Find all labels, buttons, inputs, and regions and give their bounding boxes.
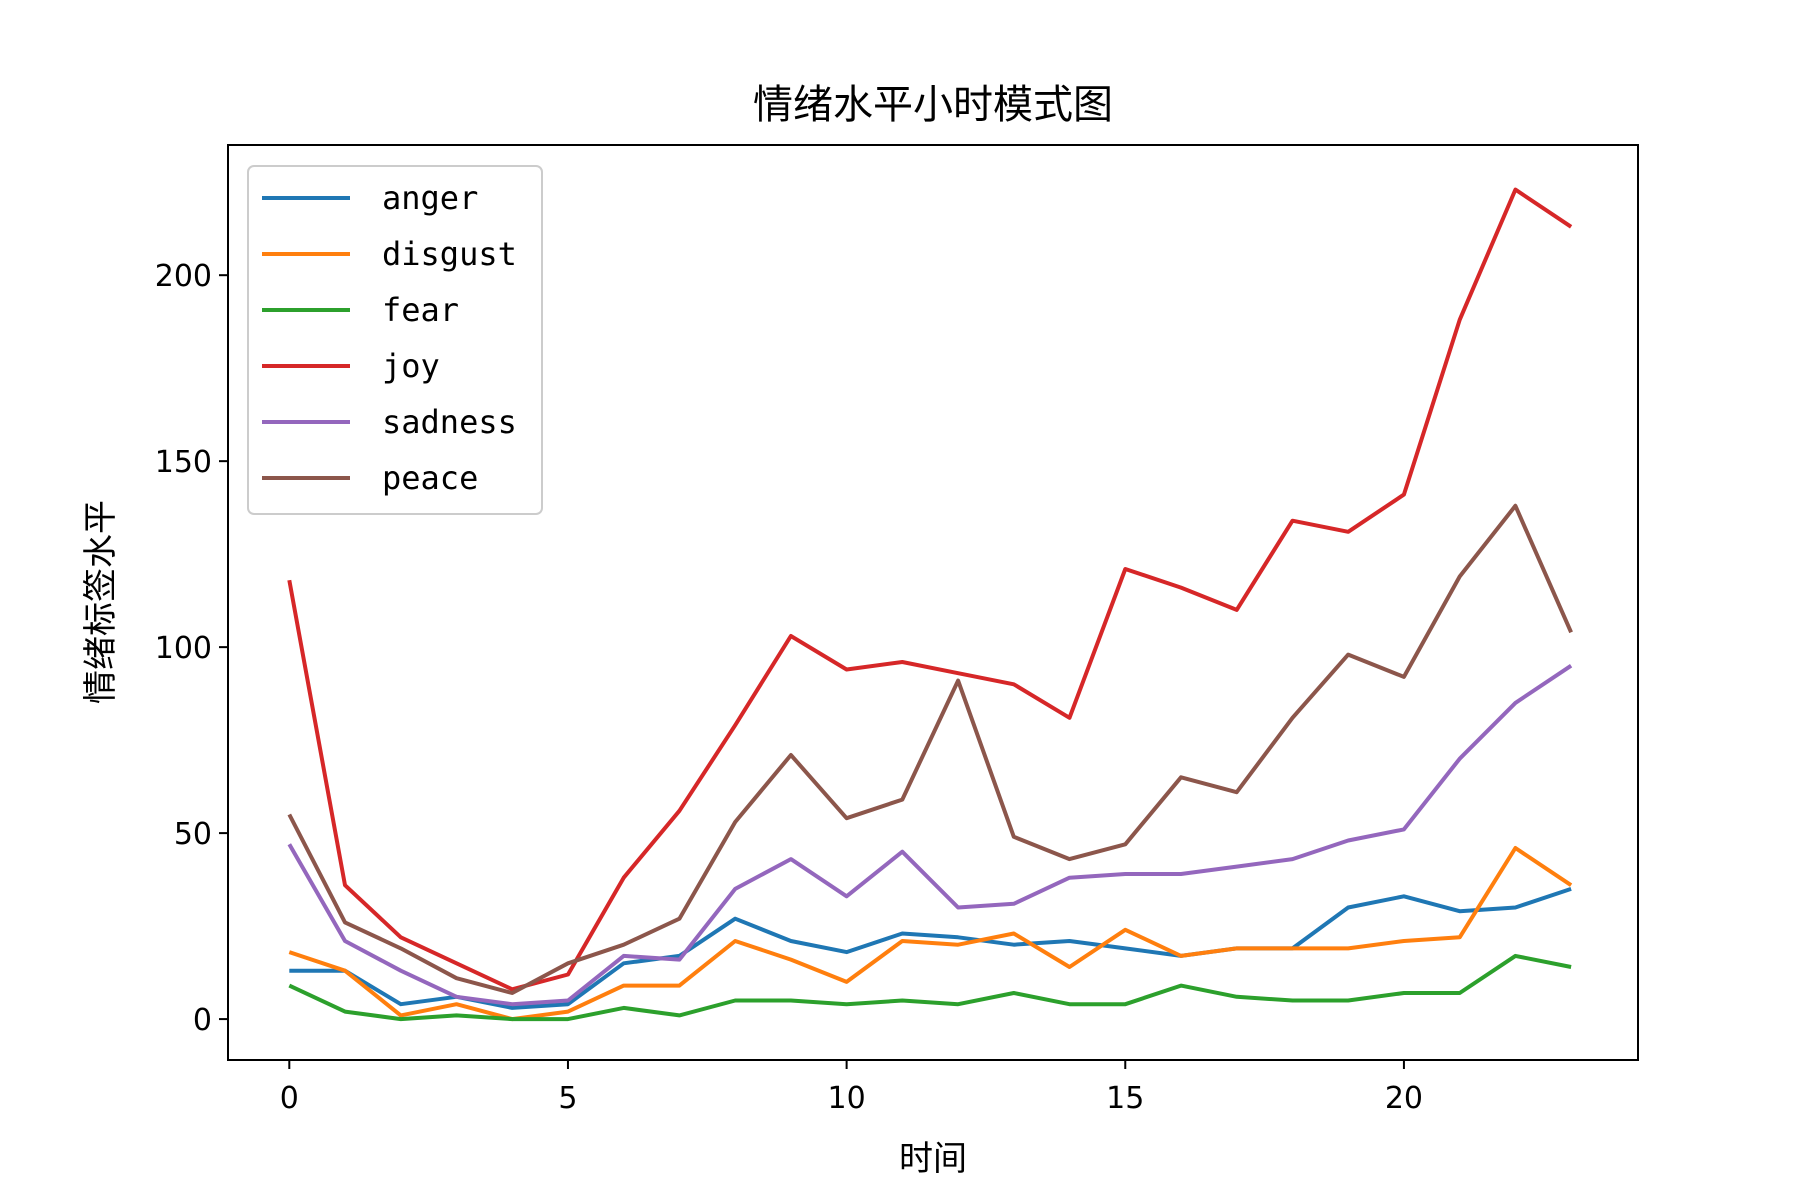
x-axis-label: 时间 xyxy=(899,1139,967,1179)
chart-title: 情绪水平小时模式图 xyxy=(753,82,1113,128)
x-tick-label: 5 xyxy=(558,1081,577,1116)
y-tick-label: 50 xyxy=(174,817,212,852)
legend-label-peace: peace xyxy=(382,459,478,497)
series-line-anger xyxy=(289,887,1572,1010)
x-tick-label: 0 xyxy=(280,1081,299,1116)
legend-label-disgust: disgust xyxy=(382,235,517,273)
legend-label-fear: fear xyxy=(382,291,459,329)
y-tick-label: 150 xyxy=(155,445,212,480)
y-tick-label: 0 xyxy=(193,1003,212,1038)
y-tick-label: 100 xyxy=(155,631,212,666)
x-tick-label: 10 xyxy=(828,1081,866,1116)
y-tick-label: 200 xyxy=(155,259,212,294)
x-tick-label: 15 xyxy=(1106,1081,1144,1116)
legend-label-anger: anger xyxy=(382,179,478,217)
legend: anger disgust fear joy sadness peace xyxy=(247,165,543,515)
series-line-fear xyxy=(288,953,1572,1022)
plot-area xyxy=(287,187,1573,1022)
series-line-peace xyxy=(287,503,1573,995)
legend-label-joy: joy xyxy=(382,347,440,385)
x-tick-label: 20 xyxy=(1385,1081,1423,1116)
legend-label-sadness: sadness xyxy=(382,403,517,441)
series-line-joy xyxy=(287,187,1573,992)
y-axis: 0 50 100 150 200 xyxy=(155,259,228,1038)
series-line-sadness xyxy=(287,664,1573,1007)
axes-frame xyxy=(227,144,1639,1061)
y-axis-label: 情绪标签水平 xyxy=(81,500,121,704)
x-axis: 0 5 10 15 20 xyxy=(280,1060,1423,1116)
